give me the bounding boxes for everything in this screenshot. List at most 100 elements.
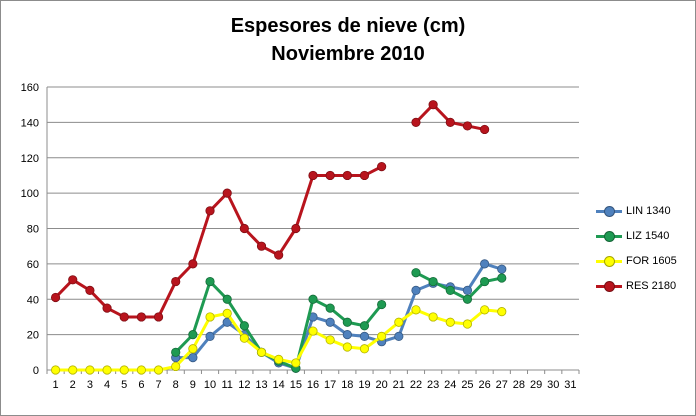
- x-tick-label: 23: [427, 379, 439, 391]
- data-point: [428, 312, 438, 322]
- data-point: [119, 312, 129, 322]
- y-tick-label: 60: [27, 259, 39, 271]
- legend-item: FOR 1605: [596, 248, 677, 273]
- data-point: [222, 294, 232, 304]
- x-tick-label: 22: [410, 379, 422, 391]
- series-line: [54, 165, 383, 319]
- y-tick-label: 160: [21, 82, 39, 94]
- data-point: [68, 365, 78, 375]
- data-point: [445, 285, 455, 296]
- data-point: [308, 294, 318, 304]
- data-point: [50, 365, 61, 375]
- chart-subtitle: Noviembre 2010: [271, 43, 425, 65]
- data-point: [274, 354, 284, 364]
- data-point: [68, 275, 78, 285]
- data-point: [325, 303, 335, 313]
- data-point: [222, 317, 232, 327]
- x-tick-label: 26: [478, 379, 490, 391]
- x-tick-label: 7: [155, 379, 161, 391]
- x-tick-label: 8: [173, 379, 179, 391]
- data-point: [50, 292, 61, 303]
- data-point: [102, 365, 112, 375]
- data-point: [480, 124, 490, 135]
- data-point: [308, 326, 318, 336]
- data-point: [205, 276, 215, 287]
- data-point: [325, 317, 335, 327]
- data-point: [256, 241, 267, 251]
- x-tick-label: 30: [547, 379, 559, 391]
- legend: LIN 1340 LIZ 1540 FOR 1605 RES 2180: [596, 198, 677, 298]
- data-point: [153, 365, 164, 375]
- x-tick-label: 2: [70, 379, 76, 391]
- legend-label: LIN 1340: [626, 204, 671, 217]
- data-point: [445, 317, 455, 327]
- data-point: [85, 285, 95, 296]
- data-point: [188, 344, 198, 354]
- data-point: [171, 276, 181, 287]
- legend-swatch: [596, 280, 622, 292]
- data-point: [222, 188, 232, 198]
- data-point: [171, 361, 181, 372]
- x-tick-label: 31: [564, 379, 576, 391]
- data-point: [359, 331, 370, 341]
- legend-swatch: [596, 255, 622, 267]
- x-tick-label: 24: [444, 379, 456, 391]
- chart-title-block: Espesores de nieve (cm) Noviembre 2010: [0, 12, 696, 68]
- data-point: [85, 365, 95, 375]
- x-tick-label: 25: [461, 379, 473, 391]
- x-tick-label: 28: [513, 379, 525, 391]
- data-point: [462, 285, 473, 296]
- data-point: [377, 299, 387, 310]
- x-tick-label: 13: [255, 379, 267, 391]
- data-point: [394, 317, 404, 327]
- x-tick-label: 19: [358, 379, 370, 391]
- x-tick-label: 20: [376, 379, 388, 391]
- data-point: [480, 305, 490, 315]
- x-tick-label: 27: [496, 379, 508, 391]
- data-point: [291, 223, 301, 234]
- data-point: [239, 321, 249, 331]
- data-point: [274, 250, 284, 260]
- data-point: [359, 321, 370, 331]
- x-tick-label: 15: [290, 379, 302, 391]
- y-tick-label: 20: [27, 330, 39, 342]
- x-tick-label: 16: [307, 379, 319, 391]
- x-tick-label: 29: [530, 379, 542, 391]
- x-tick-label: 3: [87, 379, 93, 391]
- data-point: [188, 259, 198, 269]
- legend-label: FOR 1605: [626, 254, 677, 267]
- data-point: [377, 161, 387, 172]
- data-point: [480, 276, 490, 287]
- data-point: [291, 358, 301, 368]
- data-point: [239, 223, 249, 234]
- data-point: [462, 319, 473, 329]
- data-point: [171, 347, 181, 357]
- data-point: [205, 206, 215, 216]
- data-point: [462, 121, 473, 131]
- x-tick-label: 4: [104, 379, 110, 391]
- data-point: [445, 117, 455, 127]
- chart-title: Espesores de nieve (cm): [230, 15, 466, 37]
- y-tick-label: 0: [33, 365, 39, 377]
- data-point: [188, 330, 198, 340]
- y-tick-label: 120: [21, 153, 39, 165]
- data-point: [497, 264, 507, 274]
- data-point: [136, 365, 146, 375]
- data-point: [462, 294, 473, 304]
- x-tick-label: 1: [53, 379, 59, 391]
- data-point: [119, 365, 129, 375]
- data-point: [325, 170, 335, 181]
- data-point: [239, 333, 249, 343]
- data-point: [411, 285, 421, 296]
- data-point: [256, 347, 267, 357]
- data-point: [325, 335, 335, 345]
- legend-swatch: [596, 230, 622, 242]
- x-tick-label: 5: [121, 379, 127, 391]
- y-tick-label: 80: [27, 224, 39, 236]
- legend-label: RES 2180: [626, 279, 677, 292]
- data-point: [153, 312, 164, 322]
- data-point: [497, 307, 507, 317]
- x-tick-label: 21: [393, 379, 405, 391]
- data-point: [497, 273, 507, 283]
